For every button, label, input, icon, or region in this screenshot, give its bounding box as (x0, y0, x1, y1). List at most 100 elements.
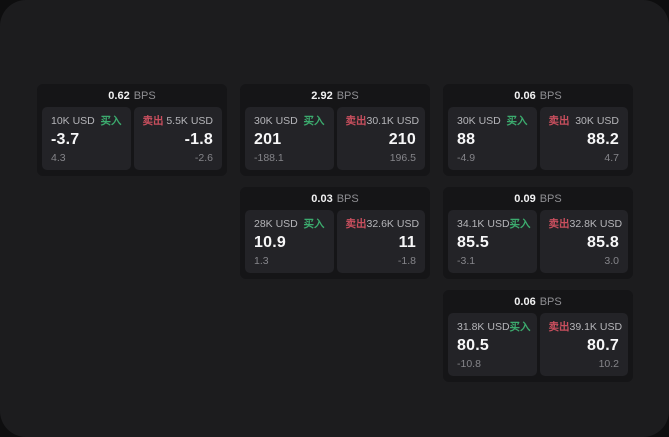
buy-tag: 买入 (100, 115, 122, 127)
buy-sell-panels: 28K USD 买入 10.9 1.3 卖出 32.6K USD 11 -1.8 (240, 210, 430, 273)
buy-sub-value: -188.1 (254, 152, 284, 164)
buy-tag: 买入 (303, 218, 325, 230)
buy-panel-top: 30K USD 买入 (254, 115, 325, 127)
bps-value: 0.09 (514, 193, 536, 205)
sell-sub-value: 196.5 (389, 152, 416, 164)
sell-amount: 5.5K USD (166, 115, 213, 127)
buy-amount: 31.8K USD (457, 321, 510, 333)
sell-panel-top: 卖出 5.5K USD (143, 115, 214, 127)
sell-panel-top: 卖出 32.8K USD (548, 218, 623, 230)
buy-panel[interactable]: 31.8K USD 买入 80.5 -10.8 (448, 313, 537, 376)
quote-card: 0.09 BPS 34.1K USD 买入 85.5 -3.1 卖出 32.8K … (443, 187, 633, 279)
bps-label: BPS (336, 193, 359, 205)
buy-panel-top: 28K USD 买入 (254, 218, 325, 230)
buy-panel-top: 30K USD 买入 (457, 115, 528, 127)
sell-value: 210 (388, 131, 416, 148)
bps-label: BPS (539, 296, 562, 308)
bps-header: 0.06 BPS (443, 290, 633, 313)
buy-panel[interactable]: 30K USD 买入 201 -188.1 (245, 107, 334, 170)
bps-label: BPS (539, 193, 562, 205)
sell-panel[interactable]: 卖出 39.1K USD 80.7 10.2 (539, 313, 628, 376)
buy-value: 80.5 (457, 337, 489, 354)
buy-amount: 34.1K USD (457, 218, 510, 230)
sell-tag: 卖出 (548, 218, 570, 230)
sell-panel[interactable]: 卖出 30.1K USD 210 196.5 (336, 107, 425, 170)
buy-sub-value: 1.3 (254, 255, 269, 267)
sell-amount: 32.6K USD (366, 218, 420, 230)
sell-panel[interactable]: 卖出 32.6K USD 11 -1.8 (336, 210, 425, 273)
sell-panel[interactable]: 卖出 32.8K USD 85.8 3.0 (539, 210, 628, 273)
buy-amount: 10K USD (51, 115, 95, 127)
bps-value: 0.06 (514, 296, 536, 308)
bps-header: 2.92 BPS (240, 84, 430, 107)
sell-amount: 30.1K USD (366, 115, 420, 127)
bps-header: 0.06 BPS (443, 84, 633, 107)
sell-tag: 卖出 (345, 115, 367, 127)
sell-sub-value: 4.7 (604, 152, 619, 164)
sell-amount: 30K USD (575, 115, 619, 127)
buy-sell-panels: 30K USD 买入 88 -4.9 卖出 30K USD 88.2 4.7 (443, 107, 633, 170)
quote-card: 0.03 BPS 28K USD 买入 10.9 1.3 卖出 32.6K USD… (240, 187, 430, 279)
buy-sub-value: -3.1 (457, 255, 476, 267)
buy-panel-top: 10K USD 买入 (51, 115, 122, 127)
buy-value: -3.7 (51, 131, 80, 148)
buy-panel[interactable]: 30K USD 买入 88 -4.9 (448, 107, 537, 170)
bps-value: 2.92 (311, 90, 333, 102)
sell-value: 11 (398, 234, 416, 251)
sell-panel[interactable]: 卖出 30K USD 88.2 4.7 (539, 107, 628, 170)
buy-sub-value: -10.8 (457, 358, 481, 370)
bps-value: 0.62 (108, 90, 130, 102)
buy-value: 201 (254, 131, 282, 148)
quote-card: 2.92 BPS 30K USD 买入 201 -188.1 卖出 30.1K U… (240, 84, 430, 176)
bps-label: BPS (539, 90, 562, 102)
sell-panel-top: 卖出 39.1K USD (548, 321, 623, 333)
buy-panel[interactable]: 34.1K USD 买入 85.5 -3.1 (448, 210, 537, 273)
bps-header: 0.09 BPS (443, 187, 633, 210)
buy-panel[interactable]: 10K USD 买入 -3.7 4.3 (42, 107, 131, 170)
bps-label: BPS (336, 90, 359, 102)
quote-grid: 0.62 BPS 10K USD 买入 -3.7 4.3 卖出 5.5K USD … (37, 84, 633, 382)
buy-value: 85.5 (457, 234, 489, 251)
quote-card: 0.06 BPS 31.8K USD 买入 80.5 -10.8 卖出 39.1K… (443, 290, 633, 382)
sell-tag: 卖出 (548, 321, 570, 333)
bps-header: 0.03 BPS (240, 187, 430, 210)
sell-tag: 卖出 (345, 218, 367, 230)
sell-sub-value: -2.6 (194, 152, 213, 164)
sell-panel-top: 卖出 30K USD (549, 115, 620, 127)
buy-panel[interactable]: 28K USD 买入 10.9 1.3 (245, 210, 334, 273)
buy-amount: 30K USD (254, 115, 298, 127)
buy-sell-panels: 10K USD 买入 -3.7 4.3 卖出 5.5K USD -1.8 -2.… (37, 107, 227, 170)
sell-sub-value: 3.0 (604, 255, 619, 267)
sell-amount: 32.8K USD (569, 218, 623, 230)
sell-amount: 39.1K USD (569, 321, 623, 333)
buy-sub-value: 4.3 (51, 152, 66, 164)
buy-value: 10.9 (254, 234, 286, 251)
buy-amount: 30K USD (457, 115, 501, 127)
buy-tag: 买入 (303, 115, 325, 127)
bps-value: 0.03 (311, 193, 333, 205)
buy-tag: 买入 (506, 115, 528, 127)
bps-label: BPS (133, 90, 156, 102)
sell-value: -1.8 (184, 131, 213, 148)
sell-tag: 卖出 (548, 115, 570, 127)
buy-tag: 买入 (509, 218, 531, 230)
buy-panel-top: 31.8K USD 买入 (457, 321, 531, 333)
buy-sell-panels: 34.1K USD 买入 85.5 -3.1 卖出 32.8K USD 85.8… (443, 210, 633, 273)
buy-tag: 买入 (509, 321, 531, 333)
quote-card: 0.62 BPS 10K USD 买入 -3.7 4.3 卖出 5.5K USD … (37, 84, 227, 176)
buy-panel-top: 34.1K USD 买入 (457, 218, 531, 230)
buy-sub-value: -4.9 (457, 152, 476, 164)
buy-amount: 28K USD (254, 218, 298, 230)
sell-panel-top: 卖出 30.1K USD (345, 115, 420, 127)
sell-tag: 卖出 (142, 115, 164, 127)
sell-sub-value: -1.8 (397, 255, 416, 267)
sell-value: 88.2 (587, 131, 619, 148)
sell-panel-top: 卖出 32.6K USD (345, 218, 420, 230)
buy-sell-panels: 30K USD 买入 201 -188.1 卖出 30.1K USD 210 1… (240, 107, 430, 170)
sell-value: 80.7 (587, 337, 619, 354)
buy-sell-panels: 31.8K USD 买入 80.5 -10.8 卖出 39.1K USD 80.… (443, 313, 633, 376)
buy-value: 88 (457, 131, 476, 148)
quote-card: 0.06 BPS 30K USD 买入 88 -4.9 卖出 30K USD 88… (443, 84, 633, 176)
sell-panel[interactable]: 卖出 5.5K USD -1.8 -2.6 (133, 107, 222, 170)
